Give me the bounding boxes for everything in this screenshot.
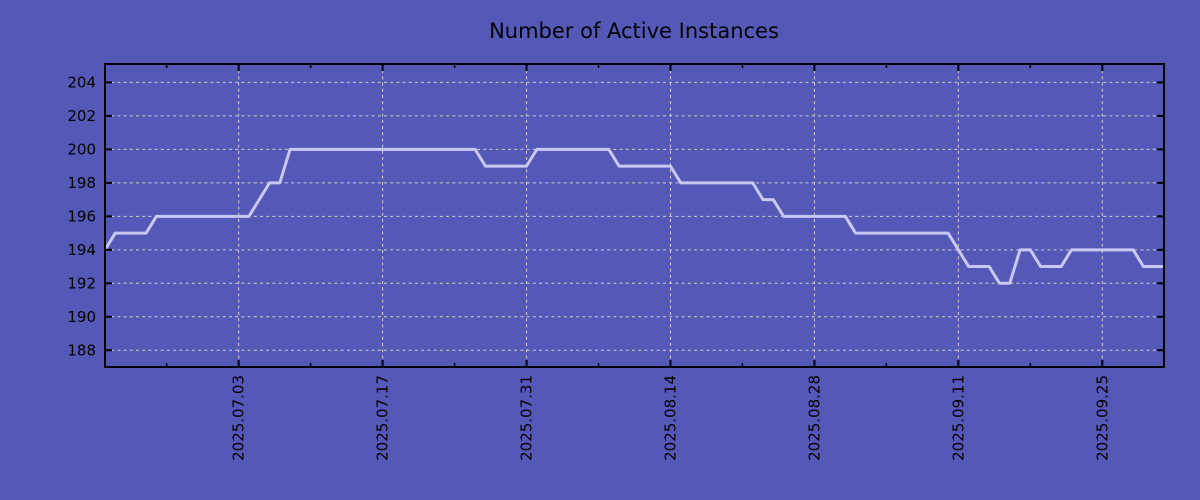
y-tick-label: 198 [67,174,96,192]
y-tick-label: 194 [67,241,96,259]
data-line-active-instances [103,147,1164,285]
x-tick-label: 2025.09.25 [1093,375,1111,461]
tick-label-layer: 188 190 192 194 196 198 200 202 204 2025.07.03 202… [67,73,1111,460]
tick-layer [105,64,1164,367]
y-tick-label: 188 [67,341,96,359]
x-tick-label: 2025.09.11 [949,375,967,461]
chart-title: Number of Active Instances [489,19,779,43]
x-tick-label: 2025.07.03 [230,375,248,461]
y-tick-label: 190 [67,308,96,326]
y-tick-label: 202 [67,107,96,125]
y-tick-label: 200 [67,140,96,158]
x-tick-label: 2025.07.17 [374,375,392,461]
x-tick-label: 2025.08.28 [805,375,823,461]
y-tick-label: 204 [67,73,96,91]
x-tick-label: 2025.08.14 [661,375,679,461]
series-layer [103,147,1164,285]
y-tick-label: 192 [67,274,96,292]
x-tick-label: 2025.07.31 [518,375,536,461]
y-tick-label: 196 [67,207,96,225]
